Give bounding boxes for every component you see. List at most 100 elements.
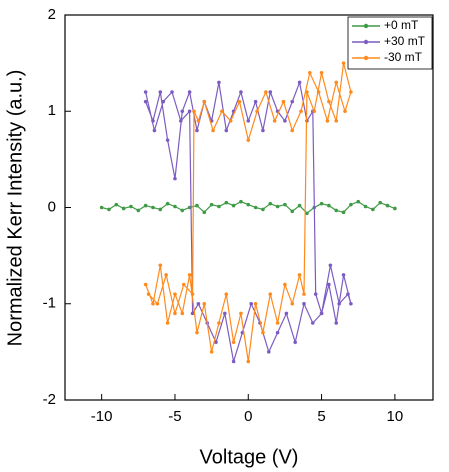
series-point xyxy=(319,201,324,206)
series-point xyxy=(231,359,236,364)
series-point xyxy=(281,99,286,104)
series-point xyxy=(268,292,273,296)
series-point xyxy=(327,203,331,208)
series-point xyxy=(327,282,331,287)
series-point xyxy=(246,119,251,123)
series-point xyxy=(180,109,185,114)
series-point xyxy=(334,119,339,123)
series-point xyxy=(224,200,229,205)
series-point xyxy=(151,205,155,210)
series-point xyxy=(312,109,317,114)
series-point xyxy=(246,202,251,207)
series-point xyxy=(223,311,227,316)
series-point xyxy=(155,301,160,306)
series-point xyxy=(164,273,168,277)
series-point xyxy=(328,263,333,268)
series-point xyxy=(173,204,177,209)
legend-marker xyxy=(363,23,369,29)
series-point xyxy=(255,109,259,114)
series-point xyxy=(114,202,119,207)
series-point xyxy=(195,128,199,133)
series-point xyxy=(202,301,207,306)
series-point xyxy=(266,350,271,354)
series-point xyxy=(275,321,280,325)
series-point xyxy=(143,282,148,287)
series-point xyxy=(290,99,295,104)
series-point xyxy=(275,330,280,335)
series-point xyxy=(283,202,287,207)
y-tick-label: -2 xyxy=(43,391,56,408)
legend-label: -30 mT xyxy=(384,50,423,64)
series-point xyxy=(302,292,306,296)
series-point xyxy=(209,202,214,207)
series-point xyxy=(363,204,368,209)
series-point xyxy=(187,273,192,277)
series-point xyxy=(202,210,207,215)
series-point xyxy=(217,204,221,209)
series-point xyxy=(143,99,148,104)
series-point xyxy=(299,109,303,114)
series-point xyxy=(305,211,309,216)
series-point xyxy=(179,119,183,123)
series-point xyxy=(202,99,207,104)
series-point xyxy=(393,206,397,211)
legend-label: +0 mT xyxy=(384,18,419,32)
legend-marker xyxy=(363,55,369,61)
series-point xyxy=(261,128,265,133)
series-point xyxy=(158,207,163,212)
series-point xyxy=(121,206,126,211)
series-point xyxy=(187,109,192,114)
series-point xyxy=(337,301,341,306)
series-point xyxy=(196,119,201,123)
series-point xyxy=(239,90,243,94)
series-point xyxy=(165,201,170,206)
series-point xyxy=(190,311,195,316)
series-point xyxy=(290,209,295,214)
series-point xyxy=(99,205,104,210)
series-point xyxy=(268,90,273,94)
series-point xyxy=(220,109,224,114)
legend-marker xyxy=(363,39,369,45)
series-point xyxy=(261,207,265,212)
series-point xyxy=(253,205,258,210)
series-point xyxy=(378,200,383,205)
series-point xyxy=(196,301,201,306)
series-point xyxy=(308,70,312,75)
series-point xyxy=(290,301,295,306)
series-point xyxy=(297,273,302,277)
series-point xyxy=(239,311,243,316)
series-point xyxy=(239,199,243,204)
x-tick-label: 0 xyxy=(244,408,252,425)
series-line xyxy=(145,80,352,362)
series-point xyxy=(349,90,353,94)
legend-label: +30 mT xyxy=(384,34,426,48)
series-point xyxy=(190,292,195,296)
series-point xyxy=(151,301,155,306)
y-tick-label: 0 xyxy=(48,198,56,215)
series-point xyxy=(341,210,346,215)
x-tick-label: 5 xyxy=(317,408,325,425)
series-point xyxy=(158,90,163,94)
series-point xyxy=(290,128,295,133)
series-point xyxy=(214,340,218,345)
series-point xyxy=(224,292,229,296)
series-point xyxy=(237,99,242,104)
series-point xyxy=(152,128,157,133)
series-point xyxy=(228,119,233,123)
series-point xyxy=(253,99,258,104)
series-point xyxy=(313,292,318,296)
x-axis-label: Voltage (V) xyxy=(200,446,299,468)
series-point xyxy=(341,273,346,277)
series-point xyxy=(161,99,166,104)
plot-frame xyxy=(64,14,434,401)
series-point xyxy=(334,80,339,85)
series-point xyxy=(165,321,170,325)
series-point xyxy=(283,119,287,123)
series-point xyxy=(316,90,321,94)
series-point xyxy=(231,203,236,208)
series-point xyxy=(181,282,186,287)
series-point xyxy=(343,109,347,114)
series-point xyxy=(143,90,148,94)
series-point xyxy=(211,128,215,133)
